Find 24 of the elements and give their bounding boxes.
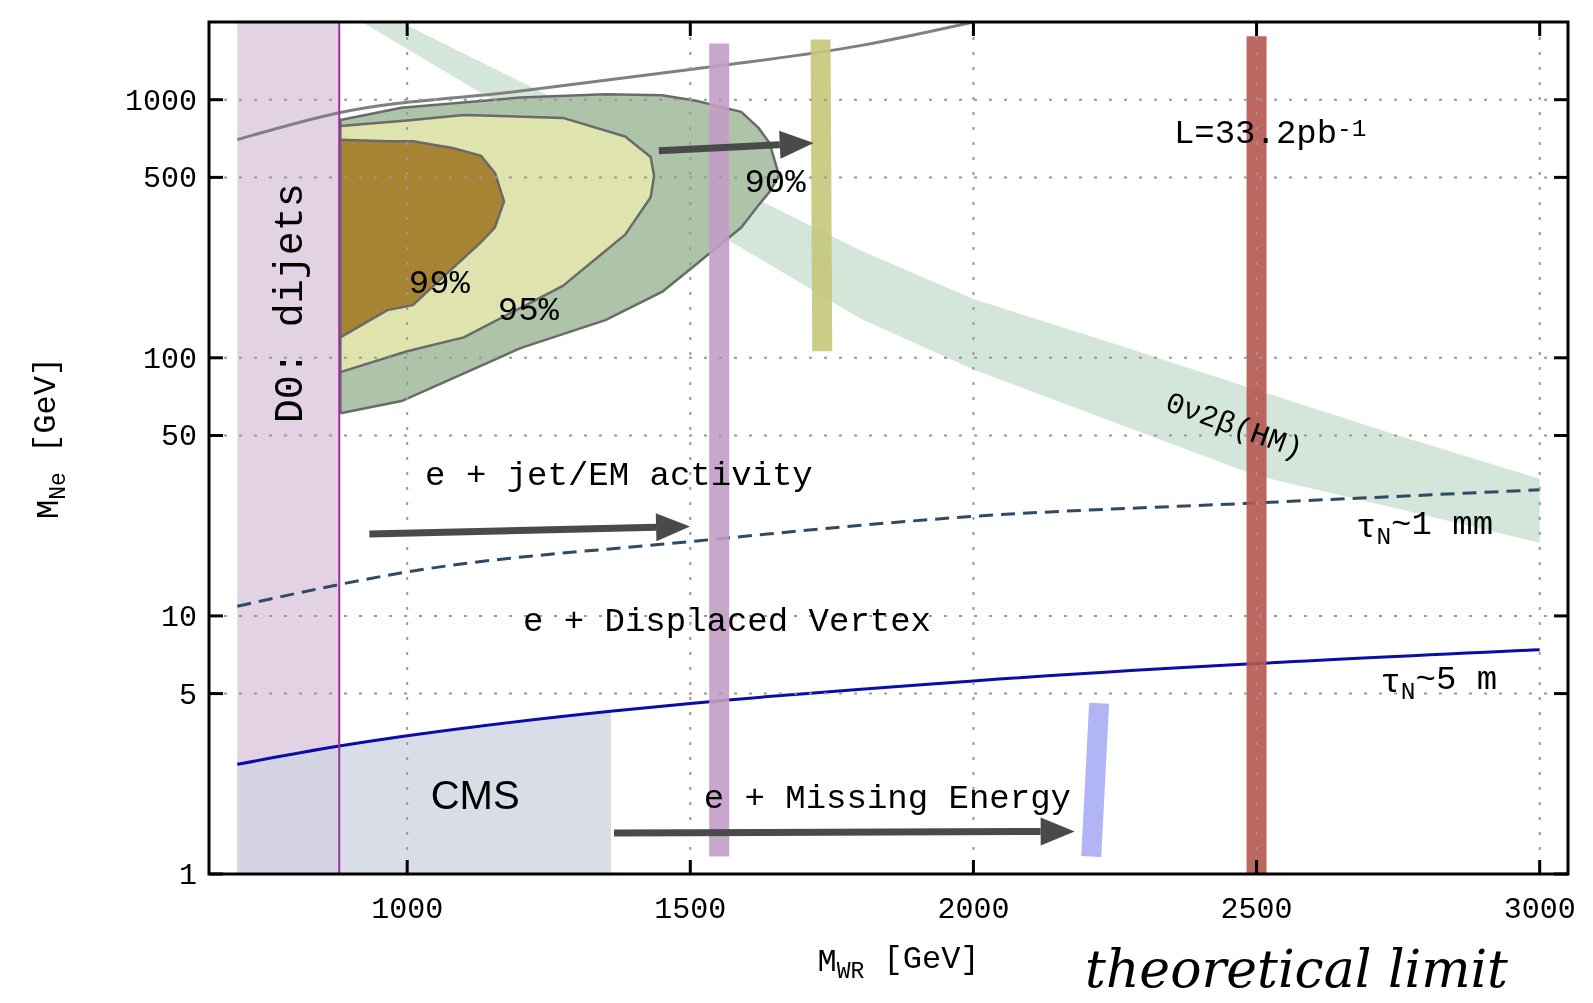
annotation: τ$_{N}$~1 mm	[1356, 505, 1494, 551]
x-tick-label: 1000	[371, 893, 444, 927]
text: theoretical limit	[1084, 939, 1509, 999]
x-tick-label: 1500	[654, 893, 727, 927]
annotation: 90%	[744, 163, 807, 202]
x-tick-label: 2500	[1220, 893, 1293, 927]
annotation: e + Displaced Vertex	[522, 603, 932, 642]
y-tick-label: 50	[160, 420, 197, 455]
x-axis-title: M$_{WR}$ [GeV]	[817, 941, 980, 985]
y-tick-label: 100	[142, 342, 197, 377]
y-tick-label: 1	[178, 859, 197, 893]
y-tick-label: 10	[160, 600, 197, 635]
annotation: e + jet/EM activity	[425, 457, 813, 496]
x-tick-label: 2000	[937, 893, 1010, 927]
annotation: τ$_{N}$~5 m	[1380, 660, 1498, 707]
series-label: CMS	[430, 773, 520, 817]
annotation: 95%	[497, 292, 560, 331]
annotation: e + Missing Energy	[703, 780, 1071, 819]
y-tick-label: 500	[142, 162, 197, 197]
band-label: D0: dijets	[269, 183, 315, 424]
y-tick-label: 5	[178, 678, 197, 713]
y-tick-label: 1000	[124, 84, 197, 119]
annotation: 99%	[408, 264, 471, 303]
x-tick-label: 3000	[1503, 893, 1576, 927]
